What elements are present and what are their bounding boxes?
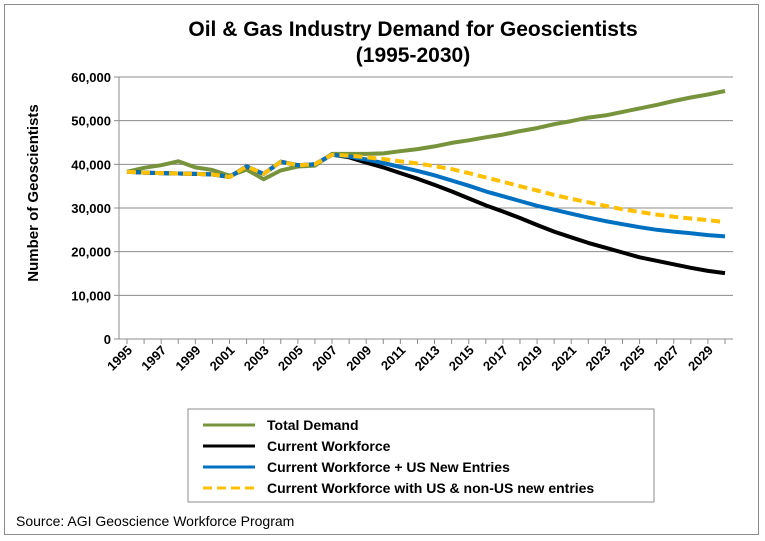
- y-tick-label: 60,000: [71, 70, 111, 85]
- legend-label: Current Workforce: [267, 438, 391, 454]
- legend-box: [187, 408, 655, 503]
- x-tick-label: 2009: [343, 343, 374, 374]
- x-tick-label: 2005: [275, 343, 306, 374]
- x-tick-label: 1999: [172, 343, 203, 374]
- y-tick-label: 50,000: [71, 114, 111, 129]
- y-tick-label: 30,000: [71, 201, 111, 216]
- x-tick-label: 2001: [207, 343, 238, 374]
- legend-label: Current Workforce with US & non-US new e…: [267, 480, 594, 496]
- y-tick-label: 40,000: [71, 157, 111, 172]
- chart: Oil & Gas Industry Demand for Geoscienti…: [16, 18, 733, 529]
- y-tick-label: 0: [104, 332, 111, 347]
- source-note: Source: AGI Geoscience Workforce Program: [16, 513, 294, 529]
- gridlines: [119, 76, 733, 296]
- x-tick-label: 2027: [651, 343, 682, 374]
- x-tick-label: 2019: [514, 343, 545, 374]
- series-line-current-workforce-us-new-entries: [126, 152, 726, 239]
- legend-label: Total Demand: [267, 417, 359, 433]
- x-tick-label: 2023: [582, 343, 613, 374]
- y-tick-label: 10,000: [71, 288, 111, 303]
- y-axis-label: Number of Geoscientists: [25, 104, 42, 282]
- x-tick-label: 2007: [309, 343, 340, 374]
- legend-label: Current Workforce + US New Entries: [267, 459, 510, 475]
- x-tick-label: 1995: [104, 343, 135, 374]
- y-tick-label: 20,000: [71, 245, 111, 260]
- chart-subtitle: (1995-2030): [356, 44, 470, 67]
- chart-title: Oil & Gas Industry Demand for Geoscienti…: [188, 18, 637, 41]
- series-lines: [126, 89, 726, 276]
- x-tick-label: 2015: [446, 343, 477, 374]
- x-tick-label: 2021: [548, 343, 579, 374]
- x-tick-label: 2025: [617, 343, 648, 374]
- x-tick-label: 2017: [480, 343, 511, 374]
- legend: Total Demand Current Workforce Current Wor…: [187, 408, 655, 503]
- x-tick-label: 2029: [685, 343, 716, 374]
- x-tick-label: 2003: [241, 343, 272, 374]
- chart-frame: Oil & Gas Industry Demand for Geoscienti…: [4, 4, 759, 535]
- series-line-current-workforce-with-us-non-us-new-entries: [126, 152, 726, 224]
- x-tick-label: 2013: [412, 343, 443, 374]
- x-tick-label: 1997: [138, 343, 169, 374]
- axes: [114, 76, 733, 344]
- x-tick-label: 2011: [378, 343, 409, 374]
